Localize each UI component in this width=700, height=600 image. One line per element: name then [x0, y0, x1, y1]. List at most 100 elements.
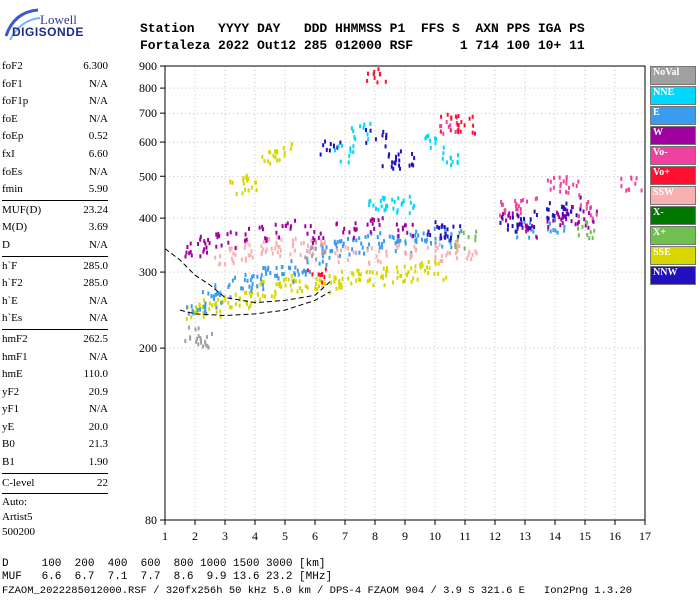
echo-point	[243, 187, 246, 192]
echo-point	[217, 291, 220, 296]
echo-point	[517, 204, 520, 209]
echo-point	[281, 272, 284, 277]
echo-point	[193, 310, 196, 315]
echo-point	[363, 122, 366, 127]
echo-point	[378, 241, 381, 246]
echo-point	[203, 304, 206, 309]
echo-point	[261, 293, 264, 298]
echo-point	[457, 234, 460, 239]
echo-point	[386, 265, 389, 270]
echo-point	[262, 240, 265, 245]
echo-point	[328, 255, 331, 260]
echo-point	[446, 234, 449, 239]
echo-point	[352, 144, 355, 149]
echo-point	[250, 185, 253, 190]
echo-point	[235, 231, 238, 236]
echo-point	[434, 236, 437, 241]
echo-point	[350, 126, 353, 131]
echo-point	[382, 239, 385, 244]
echo-point	[372, 72, 375, 77]
echo-point	[312, 251, 315, 256]
echo-point	[467, 253, 470, 258]
echo-point	[355, 278, 358, 283]
echo-point	[320, 279, 323, 284]
echo-point	[320, 272, 323, 277]
echo-point	[249, 253, 252, 258]
echo-point	[561, 205, 564, 210]
echo-point	[362, 126, 365, 131]
echo-point	[441, 223, 444, 228]
echo-point	[355, 238, 358, 243]
echo-point	[415, 240, 418, 245]
echo-point	[244, 256, 247, 261]
param-label: h`E	[2, 294, 18, 307]
echo-point	[277, 282, 280, 287]
echo-point	[259, 282, 262, 287]
echo-point	[429, 138, 432, 143]
x-tick-label: 10	[429, 529, 441, 543]
distance-row: D 100 200 400 600 800 1000 1500 3000 [km…	[2, 558, 326, 570]
echo-point	[381, 216, 384, 221]
echo-point	[293, 248, 296, 253]
echo-point	[245, 173, 248, 178]
echo-point	[284, 283, 287, 288]
echo-point	[397, 196, 400, 201]
echo-point	[340, 282, 343, 287]
echo-point	[393, 160, 396, 165]
echo-point	[198, 303, 201, 308]
echo-point	[383, 196, 386, 201]
echo-point	[276, 235, 279, 240]
echo-point	[188, 251, 191, 256]
x-tick-label: 14	[549, 529, 561, 543]
logo-text-digisonde: DIGISONDE	[12, 25, 84, 39]
echo-point	[328, 148, 331, 153]
param-label: fmin	[2, 183, 23, 196]
echo-point	[235, 191, 238, 196]
echo-point	[556, 210, 559, 215]
echo-point	[515, 230, 518, 235]
echo-point	[269, 150, 272, 155]
echo-point	[446, 227, 449, 232]
echo-point	[562, 179, 565, 184]
echo-point	[227, 300, 230, 305]
echo-point	[312, 236, 315, 241]
echo-point	[274, 273, 277, 278]
param-value: 285.0	[83, 259, 108, 272]
echo-point	[262, 280, 265, 285]
echo-point	[339, 140, 342, 145]
echo-point	[314, 286, 317, 291]
echo-point	[352, 129, 355, 134]
x-tick-label: 13	[519, 529, 531, 543]
echo-point	[293, 278, 296, 283]
echo-point	[250, 288, 253, 293]
echo-point	[524, 223, 527, 228]
param-value: N/A	[89, 403, 108, 416]
echo-point	[197, 342, 200, 347]
echo-point	[375, 254, 378, 259]
legend-item: Vo-	[650, 146, 696, 165]
echo-point	[391, 197, 394, 202]
echo-point	[281, 264, 284, 269]
echo-point	[584, 223, 587, 228]
param-label: yF2	[2, 385, 20, 398]
param-label: yE	[2, 420, 15, 433]
echo-point	[577, 179, 580, 184]
echo-point	[381, 164, 384, 169]
echo-point	[229, 295, 232, 300]
echo-point	[385, 273, 388, 278]
echo-point	[457, 123, 460, 128]
echo-point	[449, 128, 452, 133]
echo-point	[436, 271, 439, 276]
echo-point	[294, 236, 297, 241]
echo-point	[445, 275, 448, 280]
echo-point	[444, 235, 447, 240]
echo-point	[433, 272, 436, 277]
echo-point	[261, 282, 264, 287]
param-row-ye: yE 20.0	[2, 419, 108, 437]
echo-point	[587, 199, 590, 204]
echo-point	[503, 210, 506, 215]
echo-point	[255, 188, 258, 193]
echo-point	[400, 202, 403, 207]
echo-point	[219, 314, 222, 319]
echo-point	[440, 236, 443, 241]
